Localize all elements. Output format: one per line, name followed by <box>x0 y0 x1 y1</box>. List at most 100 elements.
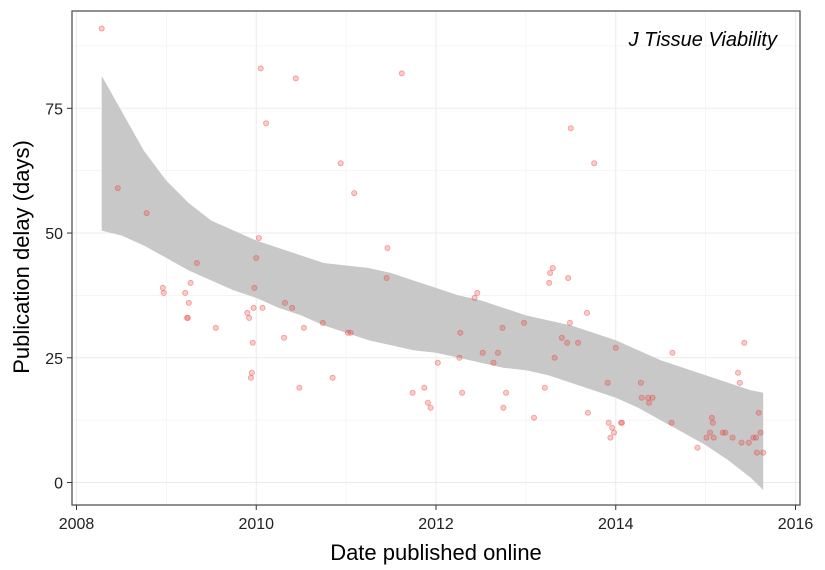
data-point <box>248 369 255 376</box>
data-point <box>292 75 299 82</box>
data-point <box>143 210 150 217</box>
data-point <box>619 419 626 426</box>
data-point <box>549 264 556 271</box>
data-point <box>212 324 219 331</box>
data-point <box>427 404 434 411</box>
data-point <box>503 389 510 396</box>
data-point <box>760 449 767 456</box>
data-point <box>160 289 167 296</box>
x-tick-label: 2008 <box>59 516 95 533</box>
data-point <box>753 449 760 456</box>
data-point <box>183 314 190 321</box>
data-point <box>745 439 752 446</box>
data-point <box>638 394 645 401</box>
data-point <box>669 349 676 356</box>
data-point <box>490 359 497 366</box>
data-point <box>255 234 262 241</box>
data-point <box>244 309 251 316</box>
x-tick-label: 2010 <box>238 516 274 533</box>
y-tick-label: 75 <box>45 101 63 118</box>
chart-annotation: J Tissue Viability <box>628 29 778 51</box>
data-point <box>281 299 288 306</box>
data-point <box>609 424 616 431</box>
data-point <box>558 334 565 341</box>
x-axis-title: Date published online <box>330 540 542 565</box>
data-point <box>249 339 256 346</box>
data-point <box>753 434 760 441</box>
data-point <box>281 334 288 341</box>
data-point <box>383 274 390 281</box>
data-point <box>457 329 464 336</box>
points-layer <box>98 25 767 456</box>
x-tick-label: 2012 <box>418 516 454 533</box>
data-point <box>703 434 710 441</box>
data-point <box>564 339 571 346</box>
data-point <box>193 259 200 266</box>
data-point <box>257 65 264 72</box>
data-point <box>646 399 653 406</box>
data-point <box>251 284 258 291</box>
data-point <box>741 339 748 346</box>
x-tick-label: 2016 <box>778 516 814 533</box>
data-point <box>719 429 726 436</box>
data-point <box>735 369 742 376</box>
data-point <box>584 409 591 416</box>
data-point <box>300 324 307 331</box>
data-point <box>421 384 428 391</box>
data-point <box>565 274 572 281</box>
data-point <box>351 190 358 197</box>
data-point <box>424 399 431 406</box>
data-point <box>344 329 351 336</box>
data-point <box>531 414 538 421</box>
data-point <box>591 160 598 167</box>
data-point <box>541 384 548 391</box>
data-point <box>114 185 121 192</box>
data-point <box>459 389 466 396</box>
data-point <box>722 429 729 436</box>
data-point <box>708 414 715 421</box>
data-point <box>398 70 405 77</box>
data-point <box>182 289 189 296</box>
data-point <box>637 379 644 386</box>
data-point <box>707 429 714 436</box>
data-point <box>645 394 652 401</box>
data-point <box>500 404 507 411</box>
y-tick-label: 0 <box>54 476 63 493</box>
data-point <box>694 444 701 451</box>
ticks-layer: 2008 2010 2012 2014 2016 0 25 50 75 <box>45 101 813 533</box>
data-point <box>296 384 303 391</box>
data-point <box>471 294 478 301</box>
data-point <box>185 299 192 306</box>
data-point <box>551 354 558 361</box>
confidence-band-layer <box>101 75 764 491</box>
data-point <box>604 379 611 386</box>
data-point <box>521 319 528 326</box>
data-point <box>566 319 573 326</box>
data-point <box>409 389 416 396</box>
data-point <box>259 304 266 311</box>
data-point <box>546 279 553 286</box>
data-point <box>738 439 745 446</box>
data-point <box>319 319 326 326</box>
y-tick-label: 25 <box>45 351 63 368</box>
data-point <box>263 120 270 127</box>
y-tick-label: 50 <box>45 226 63 243</box>
data-point <box>347 329 354 336</box>
data-point <box>736 379 743 386</box>
data-point <box>575 339 582 346</box>
data-point <box>709 419 716 426</box>
data-point <box>607 434 614 441</box>
data-point <box>329 374 336 381</box>
data-point <box>618 419 625 426</box>
data-point <box>757 429 764 436</box>
data-point <box>98 25 105 32</box>
data-point <box>729 434 736 441</box>
data-point <box>611 429 618 436</box>
data-point <box>499 324 506 331</box>
data-point <box>584 309 591 316</box>
data-point <box>337 160 344 167</box>
data-point <box>567 125 574 132</box>
data-point <box>710 434 717 441</box>
x-tick-label: 2014 <box>598 516 634 533</box>
data-point <box>668 419 675 426</box>
